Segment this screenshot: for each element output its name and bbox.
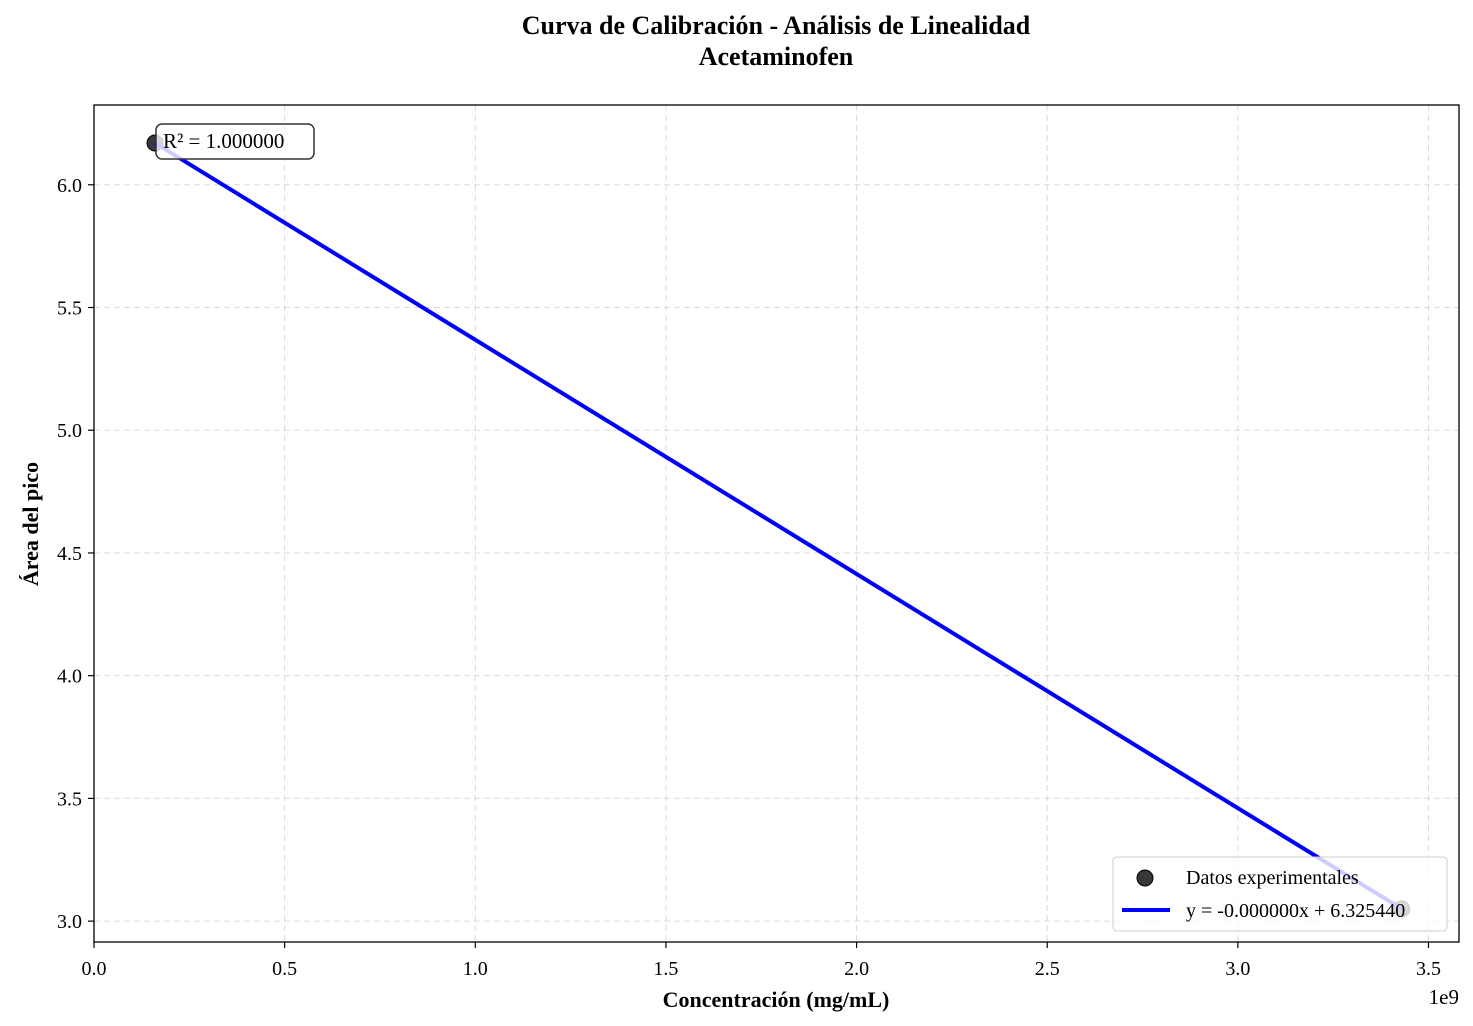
r-squared-annotation: R² = 1.000000 xyxy=(155,123,315,160)
x-tick-label: 3.0 xyxy=(1225,958,1250,980)
x-tick-label: 1.5 xyxy=(653,958,678,980)
grid-lines xyxy=(93,105,1459,942)
y-tick-label: 3.5 xyxy=(57,788,82,810)
annotation-box xyxy=(155,123,315,160)
y-tick-label: 5.0 xyxy=(57,420,82,442)
y-tick-label: 6.0 xyxy=(57,175,82,197)
y-tick-label: 3.0 xyxy=(57,911,82,933)
y-tick-label: 4.5 xyxy=(57,543,82,565)
legend-scatter-marker xyxy=(1136,869,1154,887)
legend-label-scatter: Datos experimentales xyxy=(1186,867,1359,889)
chart-subtitle: Acetaminofen xyxy=(699,42,854,71)
annotation-text: R² = 1.000000 xyxy=(163,129,284,153)
x-tick-label: 1.0 xyxy=(463,958,488,980)
regression-line xyxy=(153,141,1403,911)
x-axis: 0.0 0.5 1.0 1.5 2.0 2.5 3.0 3.5 xyxy=(82,942,1441,980)
x-axis-offset-label: 1e9 xyxy=(1429,985,1459,1009)
y-axis-label: Área del pico xyxy=(18,462,43,586)
y-tick-label: 4.0 xyxy=(57,666,82,688)
legend-box xyxy=(1112,856,1448,932)
x-tick-label: 0.5 xyxy=(272,958,297,980)
y-tick-label: 5.5 xyxy=(57,298,82,320)
legend: Datos experimentales y = -0.000000x + 6.… xyxy=(1112,856,1448,932)
series-layer xyxy=(146,134,1411,918)
x-tick-label: 0.0 xyxy=(82,958,107,980)
plot-frame xyxy=(93,104,1460,943)
y-axis: 3.0 3.5 4.0 4.5 5.0 5.5 6.0 xyxy=(57,175,94,933)
legend-label-fit: y = -0.000000x + 6.325440 xyxy=(1186,900,1405,922)
x-axis-label: Concentración (mg/mL) xyxy=(663,987,890,1012)
x-tick-label: 3.5 xyxy=(1416,958,1441,980)
x-tick-label: 2.5 xyxy=(1035,958,1060,980)
chart-title: Curva de Calibración - Análisis de Linea… xyxy=(522,11,1031,40)
x-tick-label: 2.0 xyxy=(844,958,869,980)
